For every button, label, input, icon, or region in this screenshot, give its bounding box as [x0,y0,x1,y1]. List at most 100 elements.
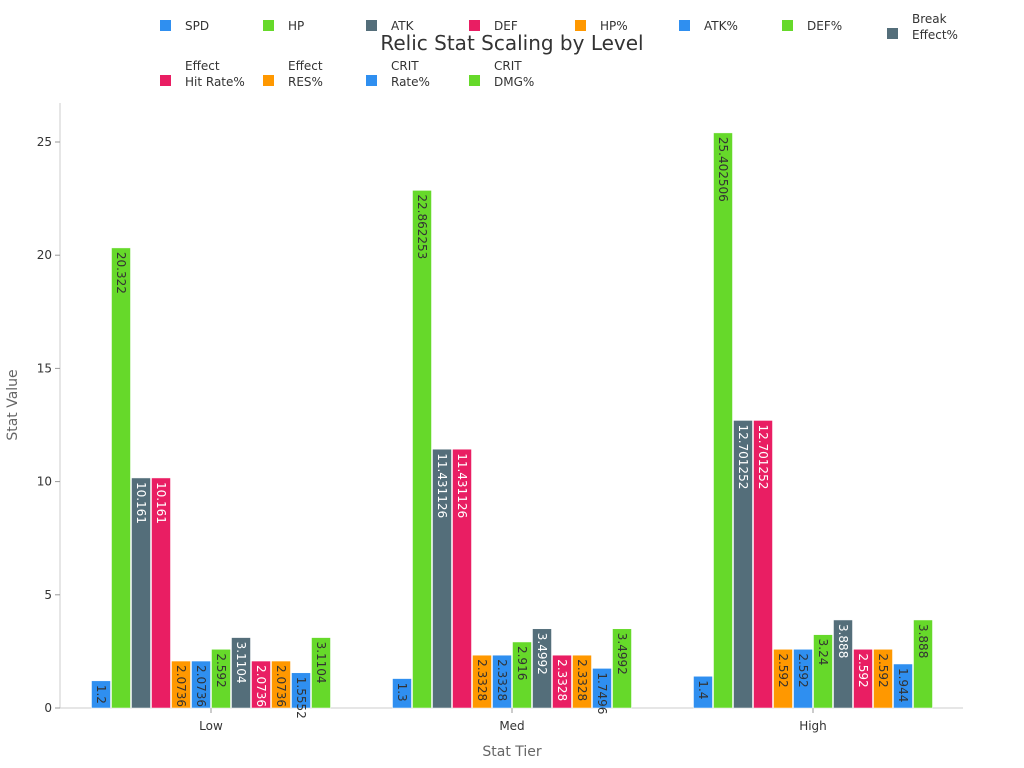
bar[interactable] [612,628,632,709]
legend-item[interactable]: Effect RES% [263,59,323,89]
legend-label: ATK% [704,19,738,33]
legend-label: DEF% [807,19,842,33]
legend-item[interactable]: HP% [575,19,628,33]
bar[interactable] [893,663,913,709]
bar-data-label: 2.592 [776,653,790,687]
y-tick-label: 5 [44,588,52,602]
bar-data-label: 2.592 [876,653,890,687]
legend-swatch [263,75,274,86]
legend-label: CRIT [391,59,419,73]
bar[interactable] [693,676,713,709]
bar[interactable] [291,672,311,709]
bar[interactable] [91,680,111,709]
bar-data-label: 1.7496 [595,672,609,714]
bar[interactable] [833,619,853,709]
legend-item[interactable]: ATK [366,19,415,33]
bar[interactable] [472,654,492,709]
legend-item[interactable]: DEF% [782,19,842,33]
y-tick-label: 0 [44,701,52,715]
legend-swatch [366,20,377,31]
legend-label: CRIT [494,59,522,73]
bar[interactable] [853,649,873,709]
bar-data-label: 22.862253 [415,194,429,259]
legend-label: SPD [185,19,209,33]
bar-data-label: 20.322 [114,252,128,294]
y-tick-label: 20 [37,248,52,262]
bar[interactable] [753,420,773,709]
bar[interactable] [271,660,291,709]
bar[interactable] [733,420,753,709]
bar-data-label: 3.24 [816,639,830,666]
bar-data-label: 2.592 [214,653,228,687]
bar[interactable] [412,190,432,709]
bar-data-label: 1.5552 [294,677,308,719]
legend-item[interactable]: CRIT DMG% [469,59,534,89]
x-tick-label: Low [199,719,223,733]
legend-swatch [782,20,793,31]
bar[interactable] [191,660,211,709]
legend-label: Rate% [391,75,430,89]
legend-label: DMG% [494,75,534,89]
bar[interactable] [552,654,572,709]
legend-item[interactable]: Effect Hit Rate% [160,59,245,89]
legend-swatch [160,20,171,31]
bar[interactable] [592,668,612,709]
bar-data-label: 3.1104 [314,642,328,684]
bar-data-label: 25.402506 [716,137,730,202]
bar[interactable] [532,628,552,709]
bar-data-label: 11.431126 [435,453,449,518]
bar-data-label: 2.592 [796,653,810,687]
legend-label: Break [912,12,947,26]
bar-data-label: 3.888 [916,624,930,658]
legend-item[interactable]: Break Effect% [887,12,958,42]
bar-data-label: 2.0736 [274,665,288,707]
bar-data-label: 2.3328 [475,659,489,701]
bar-data-label: 1.3 [395,683,409,702]
y-tick-label: 15 [37,361,52,375]
bar-data-label: 12.701252 [756,424,770,489]
bar[interactable] [813,634,833,709]
bar[interactable] [913,619,933,709]
bar-data-label: 3.1104 [234,642,248,684]
y-axis-label: Stat Value [5,369,21,440]
legend-swatch [679,20,690,31]
bar[interactable] [432,448,452,709]
bar[interactable] [773,649,793,709]
bar-data-label: 2.3328 [555,659,569,701]
bar[interactable] [251,660,271,709]
bar[interactable] [211,649,231,709]
legend-item[interactable]: CRIT Rate% [366,59,430,89]
bar[interactable] [793,649,813,709]
bar[interactable] [131,477,151,709]
bar[interactable] [572,654,592,709]
bar[interactable] [492,654,512,709]
x-tick-label: Med [499,719,524,733]
legend-item[interactable]: DEF [469,19,518,33]
legend-swatch [160,75,171,86]
bar[interactable] [452,448,472,709]
legend-label: HP [288,19,304,33]
bar[interactable] [512,641,532,709]
x-tick-label: High [799,719,827,733]
bar-data-label: 3.4992 [535,633,549,675]
bar[interactable] [713,132,733,709]
bar[interactable] [151,477,171,709]
bar-data-label: 10.161 [154,482,168,524]
legend-item[interactable]: SPD [160,19,209,33]
x-axis-label: Stat Tier [482,744,542,760]
bar-data-label: 2.3328 [495,659,509,701]
bar-data-label: 3.888 [836,624,850,658]
bar-data-label: 2.3328 [575,659,589,701]
bar[interactable] [873,649,893,709]
bar[interactable] [311,637,331,709]
legend-swatch [366,75,377,86]
bar[interactable] [171,660,191,709]
bar[interactable] [231,637,251,709]
bar-data-label: 2.0736 [254,665,268,707]
bar[interactable] [392,678,412,709]
bar[interactable] [111,247,131,709]
bar-data-label: 3.4992 [615,633,629,675]
legend-item[interactable]: HP [263,19,304,33]
legend-item[interactable]: ATK% [679,19,738,33]
legend-label: DEF [494,19,518,33]
